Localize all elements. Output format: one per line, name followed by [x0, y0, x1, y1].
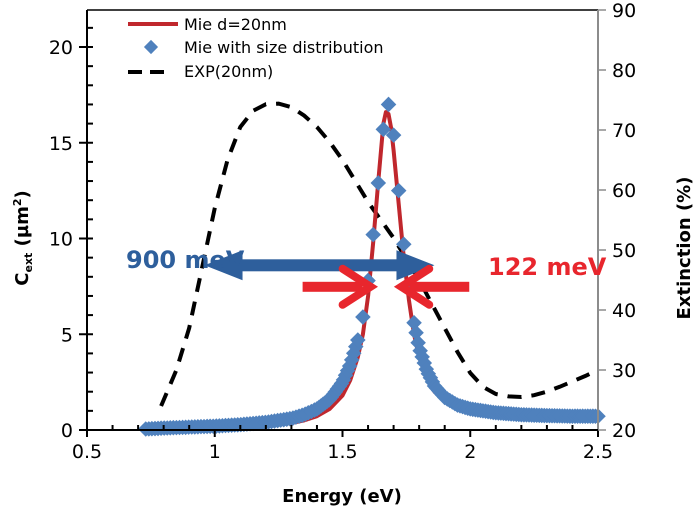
x-axis-title: Energy (eV)	[282, 486, 402, 507]
data-point-diamond	[350, 332, 366, 348]
y-right-tick-label: 40	[612, 300, 636, 322]
x-tick-label: 1.5	[327, 441, 357, 463]
arrow-900mev-left-head	[204, 250, 243, 281]
arrow-900mev-shaft	[232, 259, 407, 272]
legend-item-exp: EXP(20nm)	[128, 62, 273, 81]
y-left-title-sup: 2	[11, 199, 24, 207]
x-tick-label: 0.5	[72, 441, 102, 463]
annotation-122mev: 122 meV	[488, 253, 607, 281]
y-left-tick-label: 5	[61, 324, 73, 346]
y-left-title-close: )	[12, 190, 33, 198]
data-point-diamond	[365, 226, 381, 243]
x-tick-label: 2	[464, 441, 476, 463]
y-left-tick-label: 0	[61, 420, 73, 442]
y-right-tick-label: 20	[612, 420, 636, 442]
y-right-tick-label: 60	[612, 180, 636, 202]
annotation-layer	[204, 250, 470, 309]
x-tick-label: 1	[209, 441, 221, 463]
data-point-diamond	[355, 309, 371, 325]
arrow-122mev-left-shaft	[302, 281, 363, 292]
y-right-tick-label: 50	[612, 240, 636, 262]
legend: Mie d=20nm Mie with size distribution EX…	[128, 15, 384, 81]
y-left-title-sub: ext	[22, 253, 35, 273]
y-right-tick-label: 70	[612, 120, 636, 142]
data-point-diamond	[390, 182, 407, 199]
y-right-tick-label: 30	[612, 360, 636, 382]
y-left-title-unit: (µm	[12, 206, 33, 253]
arrow-900mev-right-head	[396, 250, 435, 281]
arrow-122mev-right-head	[393, 264, 434, 309]
legend-label-exp: EXP(20nm)	[184, 62, 273, 81]
legend-item-mie: Mie d=20nm	[128, 15, 287, 34]
axes-layer: 0.5 1 1.5 2 2.5 0 5 10 15 20 20 30 40 50 60 70 80 90	[49, 0, 636, 463]
legend-label-mie: Mie d=20nm	[184, 15, 287, 34]
y-right-axis-title: Extinction (%)	[674, 177, 695, 320]
legend-swatch-diamond	[143, 39, 159, 55]
data-point-diamond	[396, 236, 412, 253]
y-right-tick-label: 90	[612, 0, 636, 22]
arrow-122mev-left-head	[338, 264, 379, 309]
svg-text:Cext (µm2): Cext (µm2)	[11, 190, 35, 285]
y-left-tick-label: 10	[49, 229, 73, 251]
data-point-diamond	[370, 175, 387, 191]
x-tick-label: 2.5	[583, 441, 613, 463]
legend-label-mie-size: Mie with size distribution	[184, 38, 384, 57]
legend-item-mie-size: Mie with size distribution	[143, 38, 384, 57]
y-left-axis-title: Cext (µm2)	[11, 190, 35, 285]
data-point-diamond	[380, 96, 397, 113]
y-left-tick-label: 15	[49, 133, 73, 155]
arrow-122mev-right-shaft	[409, 281, 470, 292]
y-left-tick-label: 20	[49, 37, 73, 59]
y-right-tick-label: 80	[612, 60, 636, 82]
y-left-title-main: C	[12, 273, 33, 286]
data-point-diamond	[406, 315, 422, 331]
annotation-900mev: 900 meV	[126, 246, 245, 274]
